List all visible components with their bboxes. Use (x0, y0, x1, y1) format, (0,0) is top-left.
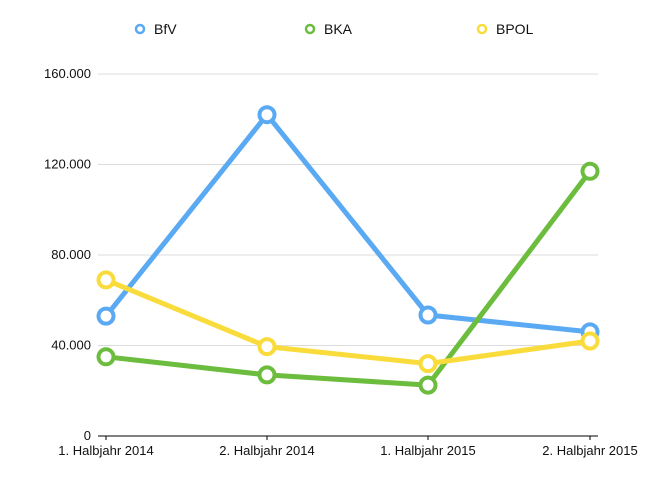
series-line-bpol (103, 277, 593, 367)
x-axis: 1. Halbjahr 2014 2. Halbjahr 2014 1. Halbj… (58, 435, 638, 458)
series-line-bfv (103, 112, 593, 335)
y-tick-label: 160.000 (44, 66, 91, 81)
data-point-bfv (257, 105, 277, 125)
data-point-bpol (418, 354, 438, 374)
legend-marker-bka (304, 23, 316, 35)
y-axis: 0 40.000 80.000 120.000 160.000 (44, 66, 91, 443)
data-point-bfv (418, 305, 438, 325)
legend-marker-bfv (134, 23, 146, 35)
x-tick-label: 2. Halbjahr 2015 (542, 443, 637, 458)
y-tick-label: 0 (84, 428, 91, 443)
data-point-bpol (257, 337, 277, 357)
y-tick-label: 80.000 (51, 247, 91, 262)
data-point-bka (257, 365, 277, 385)
data-point-bfv (96, 306, 116, 326)
data-point-bka (580, 161, 600, 181)
series-layer (96, 105, 600, 395)
x-tick-label: 1. Halbjahr 2015 (380, 443, 475, 458)
gridlines (98, 73, 598, 346)
series-line-bka (103, 168, 593, 388)
data-point-bpol (96, 270, 116, 290)
legend-label-bpol: BPOL (496, 21, 534, 37)
data-point-bka (96, 347, 116, 367)
data-point-bka (418, 375, 438, 395)
legend: BfV BKA BPOL (134, 21, 534, 37)
x-tick-label: 1. Halbjahr 2014 (58, 443, 153, 458)
data-point-bpol (580, 331, 600, 351)
x-tick-label: 2. Halbjahr 2014 (219, 443, 314, 458)
legend-marker-bpol (476, 23, 488, 35)
legend-label-bka: BKA (324, 21, 353, 37)
legend-label-bfv: BfV (154, 21, 177, 37)
y-tick-label: 40.000 (51, 338, 91, 353)
y-tick-label: 120.000 (44, 157, 91, 172)
